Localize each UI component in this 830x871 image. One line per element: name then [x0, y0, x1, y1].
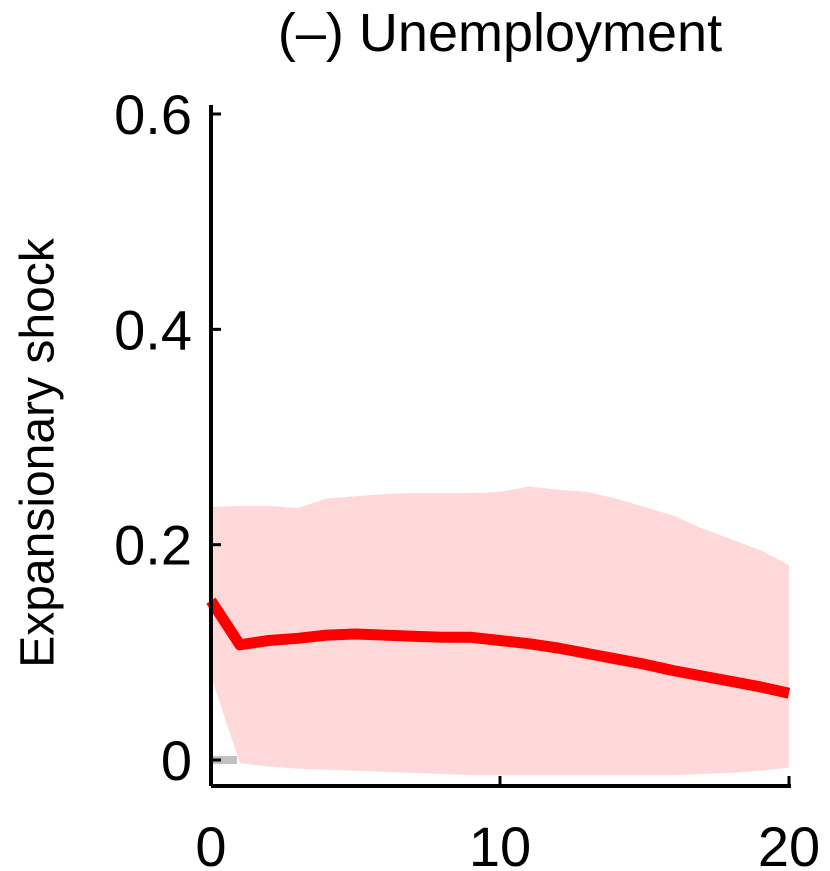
confidence-band-layer — [211, 486, 789, 776]
x-tick-label: 10 — [469, 815, 531, 871]
confidence-band — [211, 486, 789, 776]
axes-layer: 0 0.2 0.4 0.6 0 10 20 — [114, 83, 820, 871]
y-tick-label: 0.2 — [114, 514, 192, 577]
y-tick-label: 0 — [161, 729, 192, 792]
impulse-response-line — [206, 597, 791, 699]
y-tick-label: 0.6 — [114, 83, 192, 146]
series-line-layer — [206, 597, 791, 699]
y-tick-label: 0.4 — [114, 298, 192, 361]
x-tick-label: 20 — [758, 815, 820, 871]
x-tick-label: 0 — [195, 815, 226, 871]
chart-title: (–) Unemployment — [277, 3, 723, 63]
